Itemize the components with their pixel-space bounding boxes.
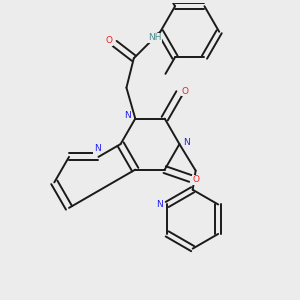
Text: O: O bbox=[181, 87, 188, 96]
Text: O: O bbox=[105, 36, 112, 45]
Text: N: N bbox=[124, 111, 131, 120]
Text: NH: NH bbox=[148, 33, 161, 42]
Text: N: N bbox=[94, 144, 100, 153]
Text: O: O bbox=[193, 176, 200, 184]
Text: N: N bbox=[183, 138, 190, 147]
Text: N: N bbox=[157, 200, 163, 209]
